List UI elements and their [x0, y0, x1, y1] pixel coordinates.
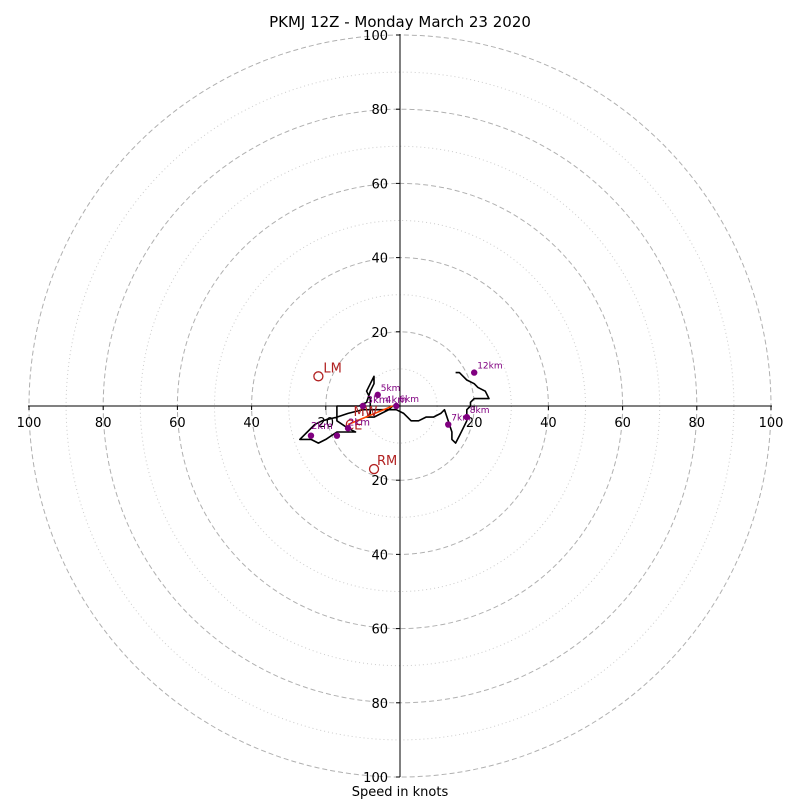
y-tick-label: 20: [371, 326, 388, 341]
height-marker: [393, 402, 400, 410]
x-tick-label: 40: [540, 416, 557, 431]
x-axis-label: Speed in knots: [352, 785, 449, 800]
y-tick-label: 100: [363, 29, 388, 44]
y-tick-label: 60: [371, 177, 388, 192]
height-label: 2km: [348, 417, 370, 428]
shear-vector: [347, 405, 393, 426]
y-tick-label: 40: [371, 252, 388, 267]
mean-wind-label: MW: [353, 405, 377, 420]
height-marker: [445, 421, 452, 428]
height-marker: [344, 425, 352, 432]
right-mover-marker: [368, 463, 380, 475]
height-marker-label: 5km: [381, 384, 401, 394]
right-mover-label: RM: [377, 454, 397, 469]
tick-labels: 100 80 60 40 20 20 40 60 80 100 100 80 60 40 20 20 40 60 8…: [17, 29, 784, 786]
hodograph-line: [298, 371, 490, 444]
y-tick-label: 80: [371, 103, 388, 118]
height-marker: [333, 432, 341, 439]
height-label: 4km: [385, 395, 407, 406]
left-mover-label: LM: [323, 361, 341, 376]
x-tick-label: 100: [759, 416, 784, 431]
height-marker-label: 12km: [477, 362, 502, 372]
height-marker: [359, 402, 367, 410]
chart-title: PKMJ 12Z - Monday March 23 2020: [269, 13, 531, 31]
left-mover-marker: [313, 371, 324, 382]
y-tick-label: 80: [371, 697, 388, 712]
height-marker-label: 6km: [399, 395, 419, 405]
y-tick-label: 20: [371, 474, 388, 489]
hodograph-trace: [298, 371, 490, 444]
x-tick-label: 20: [318, 416, 335, 431]
height-marker: [471, 369, 478, 376]
x-tick-label: 60: [614, 416, 631, 431]
height-marker-label: 8km: [470, 406, 490, 416]
height-label: 2km: [311, 421, 333, 432]
x-tick-label: 40: [243, 416, 260, 431]
y-tick-label: 40: [371, 548, 388, 563]
height-marker: [307, 432, 315, 439]
height-marker-label: 7km: [451, 414, 471, 424]
x-tick-label: 60: [169, 416, 186, 431]
y-tick-label: 60: [371, 623, 388, 638]
height-label: 3km: [367, 395, 389, 406]
x-tick-label: 80: [95, 416, 112, 431]
height-marker: [463, 413, 470, 421]
height-marker: [374, 391, 381, 399]
y-tick-label: 100: [363, 771, 388, 786]
x-tick-label: 80: [689, 416, 706, 431]
axes: [28, 34, 772, 777]
x-tick-label: 100: [17, 416, 42, 431]
x-tick-label: 20: [466, 416, 483, 431]
